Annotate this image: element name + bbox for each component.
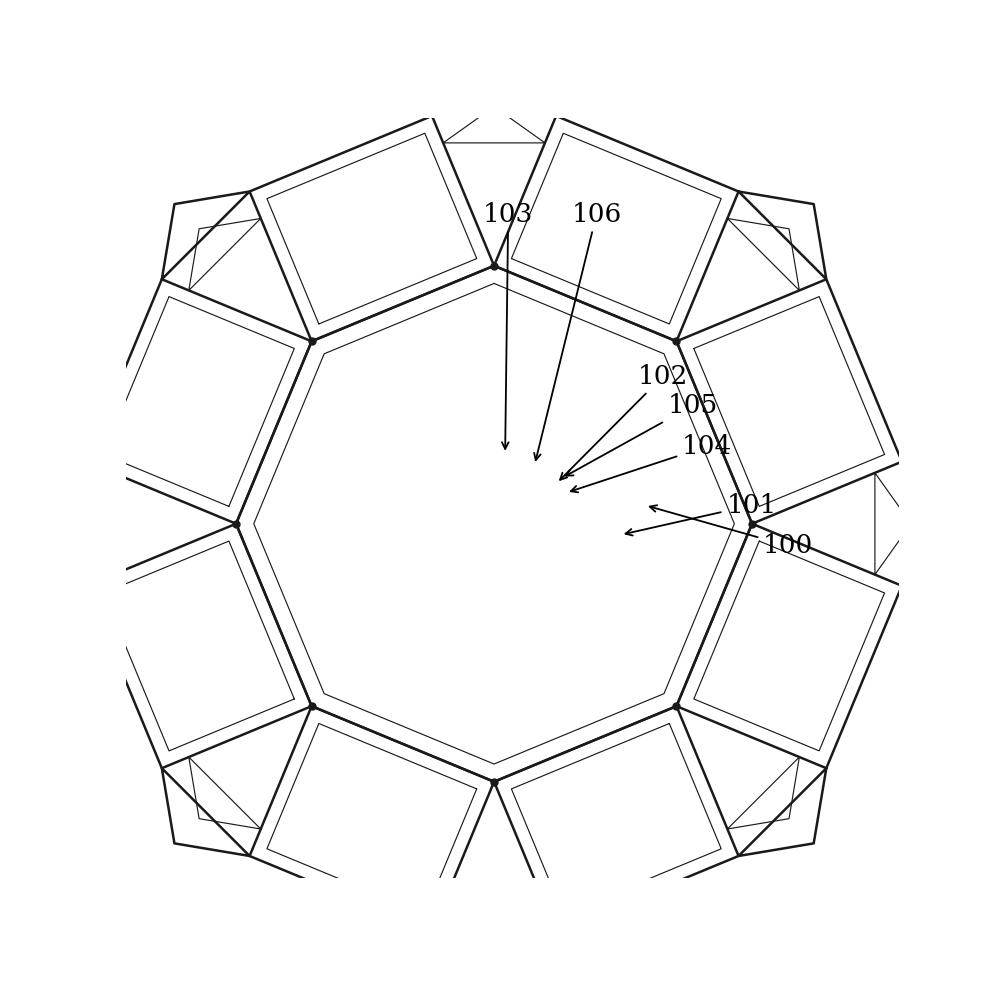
Text: 102: 102: [560, 364, 688, 480]
Text: 101: 101: [626, 493, 777, 535]
Text: 106: 106: [534, 202, 622, 460]
Text: 104: 104: [571, 434, 732, 492]
Text: 100: 100: [650, 505, 813, 558]
Text: 103: 103: [483, 202, 533, 449]
Text: 105: 105: [566, 393, 718, 475]
